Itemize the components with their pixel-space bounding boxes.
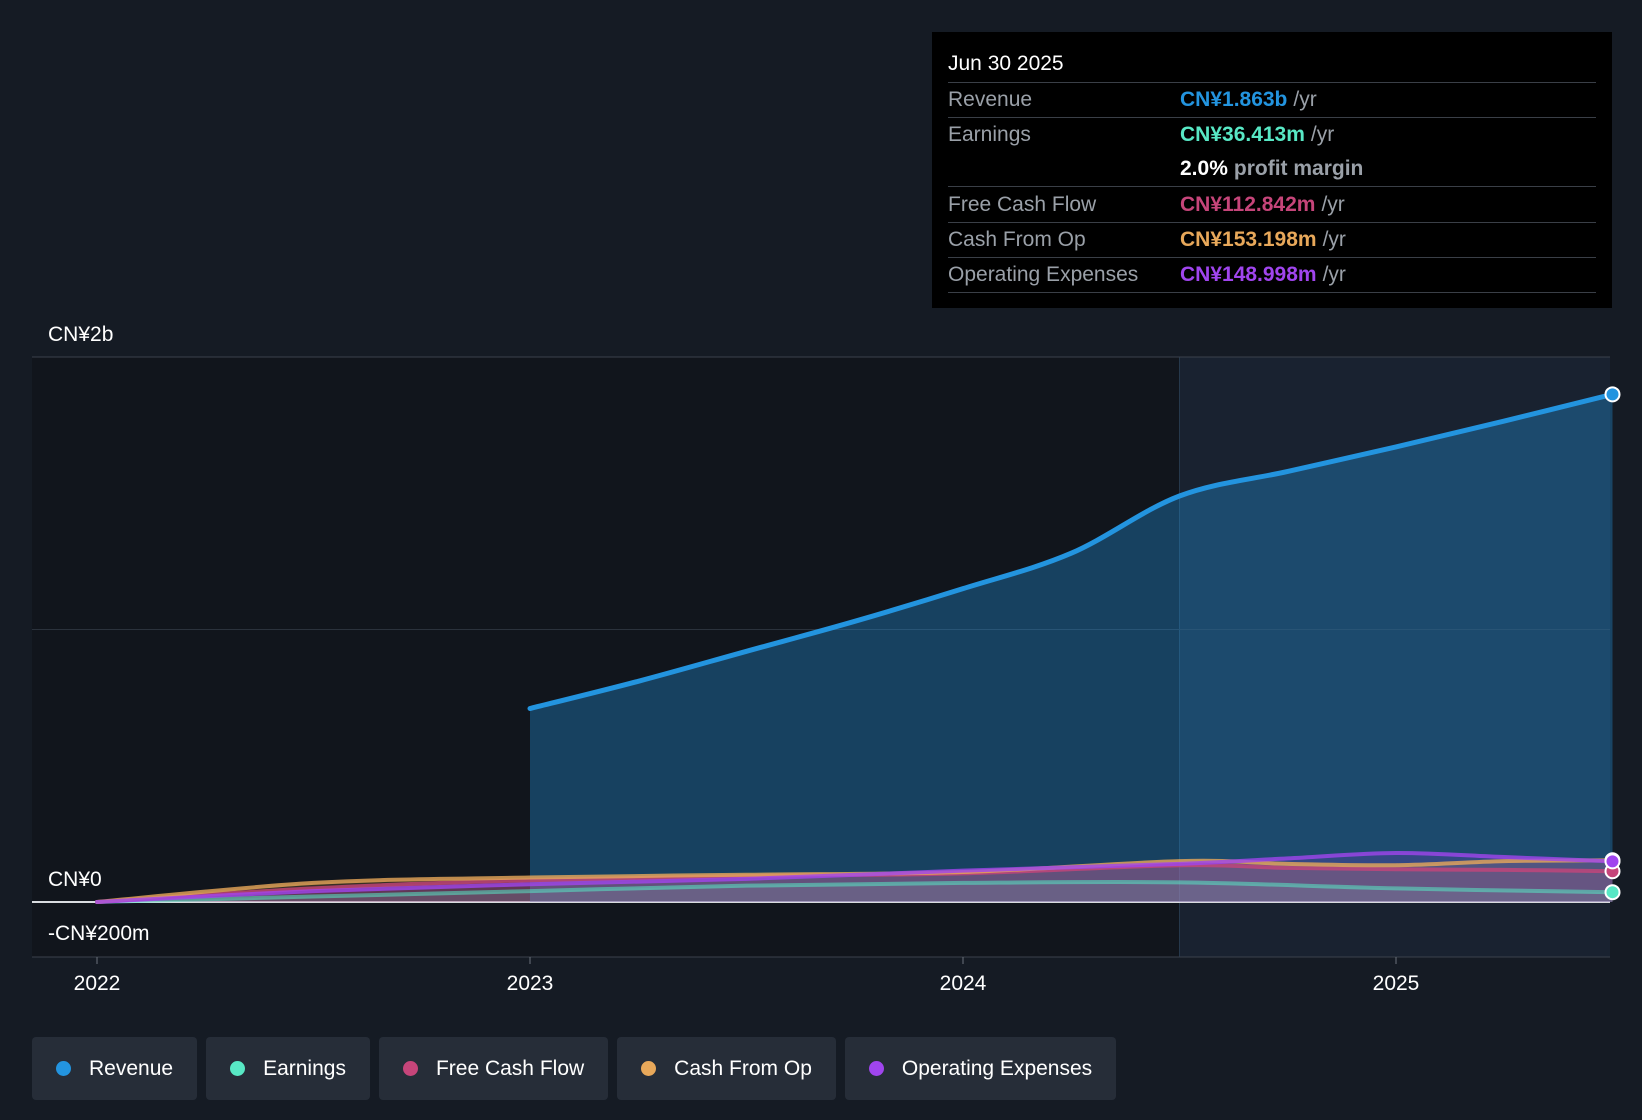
legend-item-earnings[interactable]: Earnings xyxy=(206,1037,370,1100)
tooltip-cfo-label: Cash From Op xyxy=(948,228,1086,251)
tooltip-margin-row: 2.0% profit margin xyxy=(948,152,1596,187)
x-axis-label: 2024 xyxy=(940,972,987,995)
tooltip-revenue-value: CN¥1.863b xyxy=(1180,88,1288,111)
legend: Revenue Earnings Free Cash Flow Cash Fro… xyxy=(32,1037,1125,1100)
tooltip-fcf-unit: /yr xyxy=(1321,193,1345,216)
tooltip-earnings-label: Earnings xyxy=(948,123,1031,146)
tooltip-date: Jun 30 2025 xyxy=(948,46,1596,83)
legend-label-revenue: Revenue xyxy=(89,1056,174,1080)
tooltip-earnings-unit: /yr xyxy=(1310,123,1335,146)
legend-dot-revenue-icon xyxy=(56,1061,71,1076)
tooltip-earnings-value: CN¥36.413m xyxy=(1180,123,1305,146)
legend-label-operating-expenses: Operating Expenses xyxy=(901,1056,1093,1080)
earnings-end-dot xyxy=(1604,884,1621,901)
tooltip-opex-value: CN¥148.998m xyxy=(1180,263,1317,286)
legend-dot-cash-from-op-icon xyxy=(641,1061,657,1076)
tooltip-margin-label: profit margin xyxy=(1233,157,1364,180)
tooltip-opex-row: Operating Expenses CN¥148.998m /yr xyxy=(948,258,1596,293)
tooltip-cfo-row: Cash From Op CN¥153.198m /yr xyxy=(948,223,1596,258)
tooltip-panel: Jun 30 2025 Revenue CN¥1.863b /yr Earnin… xyxy=(932,32,1612,308)
earnings-area xyxy=(97,881,1613,902)
y-axis-label: CN¥0 xyxy=(48,868,102,891)
legend-item-revenue[interactable]: Revenue xyxy=(32,1037,198,1100)
tooltip-cfo-unit: /yr xyxy=(1322,228,1346,251)
tooltip-revenue-label: Revenue xyxy=(948,88,1033,111)
x-axis-label: 2023 xyxy=(507,972,554,995)
legend-item-operating-expenses[interactable]: Operating Expenses xyxy=(844,1037,1117,1100)
past-region-shade xyxy=(32,357,1180,957)
tooltip-margin-value: 2.0% xyxy=(1180,157,1228,180)
tooltip-cfo-value: CN¥153.198m xyxy=(1180,228,1317,251)
tooltip-opex-label: Operating Expenses xyxy=(948,263,1139,286)
revenue-line xyxy=(527,391,1615,712)
chart: CN¥2b CN¥0 -CN¥200m 2022 2023 2024 2025 xyxy=(32,323,1621,995)
legend-label-free-cash-flow: Free Cash Flow xyxy=(435,1056,585,1080)
x-axis-label: 2022 xyxy=(74,972,121,995)
y-axis-label: -CN¥200m xyxy=(48,922,150,945)
legend-item-free-cash-flow[interactable]: Free Cash Flow xyxy=(378,1037,609,1100)
operating-expenses-line xyxy=(95,850,1615,904)
legend-dot-free-cash-flow-icon xyxy=(402,1061,418,1076)
revenue-end-dot xyxy=(1604,386,1621,403)
tooltip-earnings-row: Earnings CN¥36.413m /yr xyxy=(948,118,1596,152)
tooltip-revenue-row: Revenue CN¥1.863b /yr xyxy=(948,83,1596,118)
tooltip-fcf-label: Free Cash Flow xyxy=(948,193,1097,216)
legend-label-cash-from-op: Cash From Op xyxy=(674,1056,812,1080)
legend-label-earnings: Earnings xyxy=(263,1056,346,1080)
tooltip-fcf-value: CN¥112.842m xyxy=(1180,193,1316,216)
legend-dot-earnings-icon xyxy=(230,1061,246,1076)
tooltip-fcf-row: Free Cash Flow CN¥112.842m /yr xyxy=(948,187,1596,223)
x-axis-label: 2025 xyxy=(1373,972,1420,995)
revenue-area xyxy=(530,394,1613,902)
y-axis-label: CN¥2b xyxy=(48,323,113,346)
legend-item-cash-from-op[interactable]: Cash From Op xyxy=(617,1037,836,1100)
legend-dot-operating-expenses-icon xyxy=(868,1061,884,1076)
operating-expenses-end-dot xyxy=(1604,853,1621,870)
tooltip-opex-unit: /yr xyxy=(1322,263,1346,286)
tooltip-revenue-unit: /yr xyxy=(1293,88,1317,111)
earnings-line xyxy=(95,879,1615,904)
